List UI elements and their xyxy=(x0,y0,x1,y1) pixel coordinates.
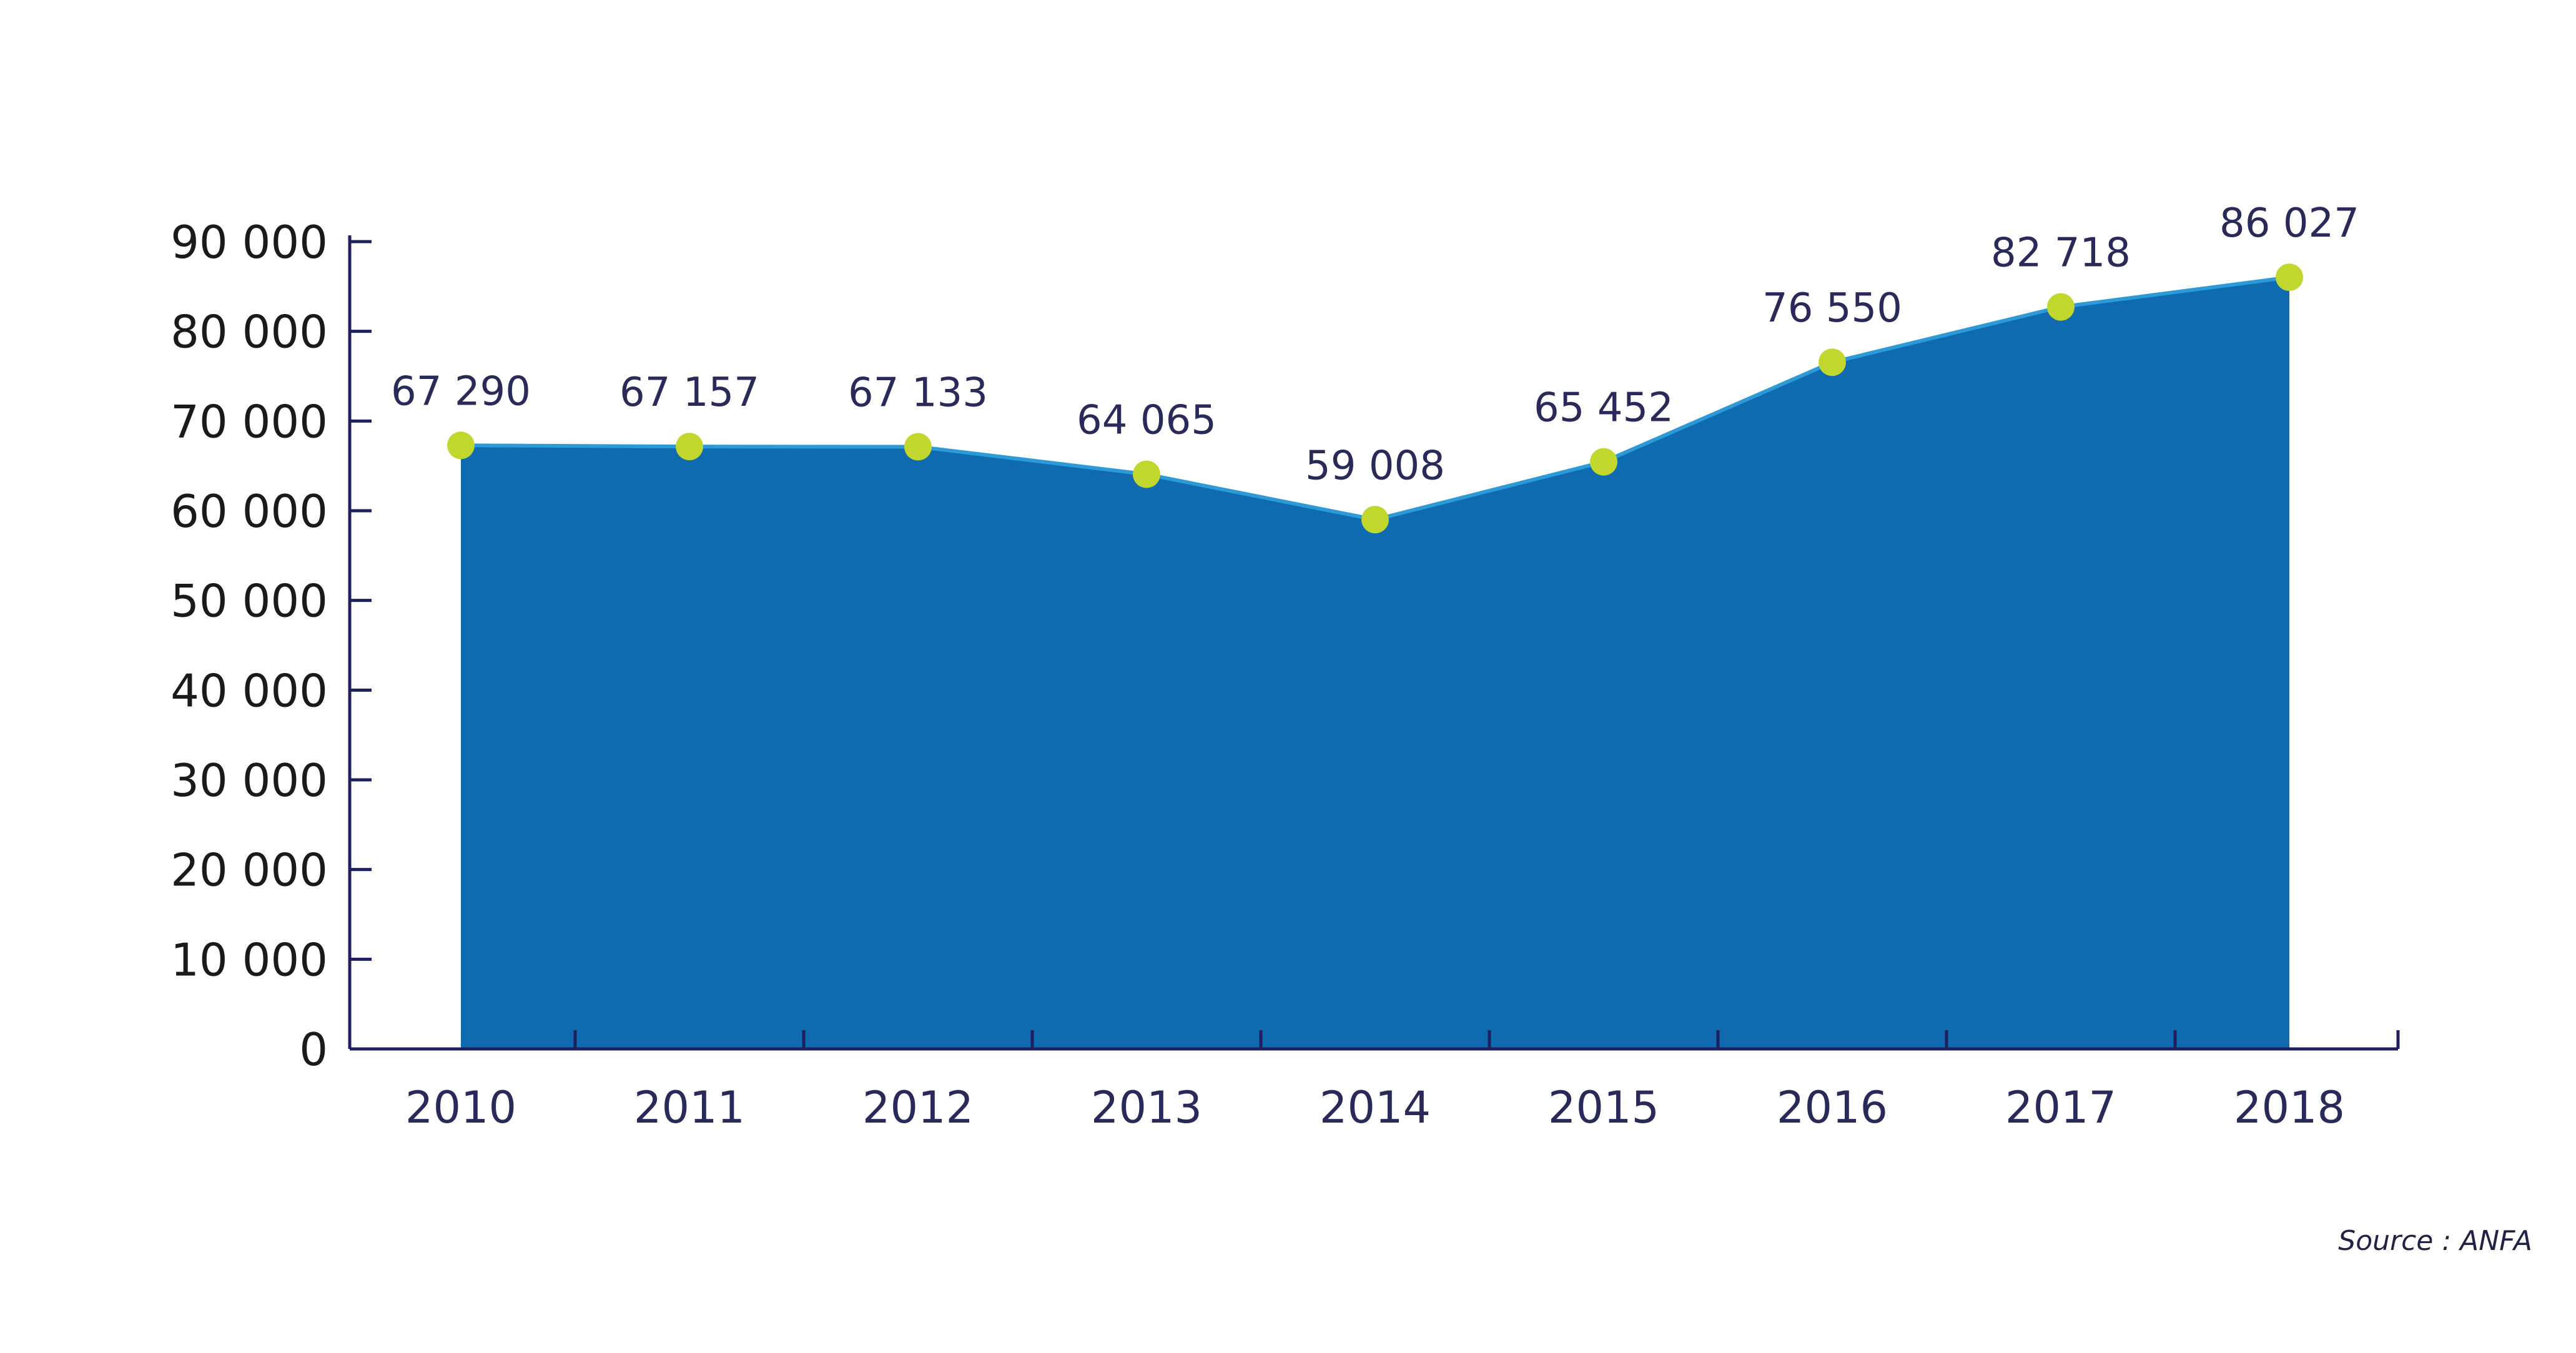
data-point xyxy=(1818,348,1846,376)
y-tick-label: 60 000 xyxy=(170,485,328,538)
area-fill xyxy=(461,277,2289,1050)
data-labels: 67 290 67 157 67 133 64 065 59 008 65 452 76 5… xyxy=(391,200,2359,489)
y-tick-label: 80 000 xyxy=(170,306,328,358)
x-tick-label: 2014 xyxy=(1320,1082,1431,1133)
data-point xyxy=(2276,263,2303,292)
y-tick-label: 70 000 xyxy=(170,395,328,448)
data-point xyxy=(2047,293,2075,321)
y-tick-label: 20 000 xyxy=(170,844,328,897)
data-point xyxy=(676,433,703,461)
source-note: Source : ANFA xyxy=(2338,1225,2532,1257)
data-label: 67 290 xyxy=(391,368,531,415)
x-tick-label: 2013 xyxy=(1091,1082,1202,1133)
data-point xyxy=(904,433,932,461)
area-fill-layer xyxy=(461,277,2289,1050)
y-axis-ticks: 0 10 000 20 000 30 000 40 000 50 000 60 000 70 … xyxy=(170,216,372,1076)
x-tick-label: 2010 xyxy=(405,1082,516,1133)
x-tick-label: 2012 xyxy=(862,1082,974,1133)
data-point xyxy=(1361,506,1389,534)
x-tick-label: 2016 xyxy=(1777,1082,1888,1133)
x-axis-ticks: 2010 2011 2012 2013 2014 2015 2016 2017 2018 xyxy=(405,1030,2345,1133)
data-point xyxy=(1590,448,1617,476)
x-tick-label: 2011 xyxy=(634,1082,745,1133)
data-markers xyxy=(447,263,2303,534)
data-label: 67 157 xyxy=(619,370,759,416)
data-label: 65 452 xyxy=(1534,385,1674,431)
y-tick-label: 40 000 xyxy=(170,664,328,717)
y-tick-label: 0 xyxy=(299,1023,328,1076)
data-label: 76 550 xyxy=(1762,285,1902,332)
data-label: 82 718 xyxy=(1991,230,2131,277)
data-label: 86 027 xyxy=(2219,200,2359,247)
data-label: 67 133 xyxy=(848,370,988,416)
y-tick-label: 10 000 xyxy=(170,933,328,986)
data-label: 59 008 xyxy=(1305,443,1445,489)
y-tick-label: 90 000 xyxy=(170,216,328,268)
data-label: 64 065 xyxy=(1077,398,1216,444)
y-tick-label: 50 000 xyxy=(170,575,328,627)
data-point xyxy=(447,431,475,460)
data-point xyxy=(1133,460,1160,488)
x-tick-label: 2015 xyxy=(1548,1082,1659,1133)
y-tick-label: 30 000 xyxy=(170,754,328,807)
axes xyxy=(348,235,2400,1051)
x-tick-label: 2017 xyxy=(2005,1082,2116,1133)
x-tick-label: 2018 xyxy=(2234,1082,2345,1133)
